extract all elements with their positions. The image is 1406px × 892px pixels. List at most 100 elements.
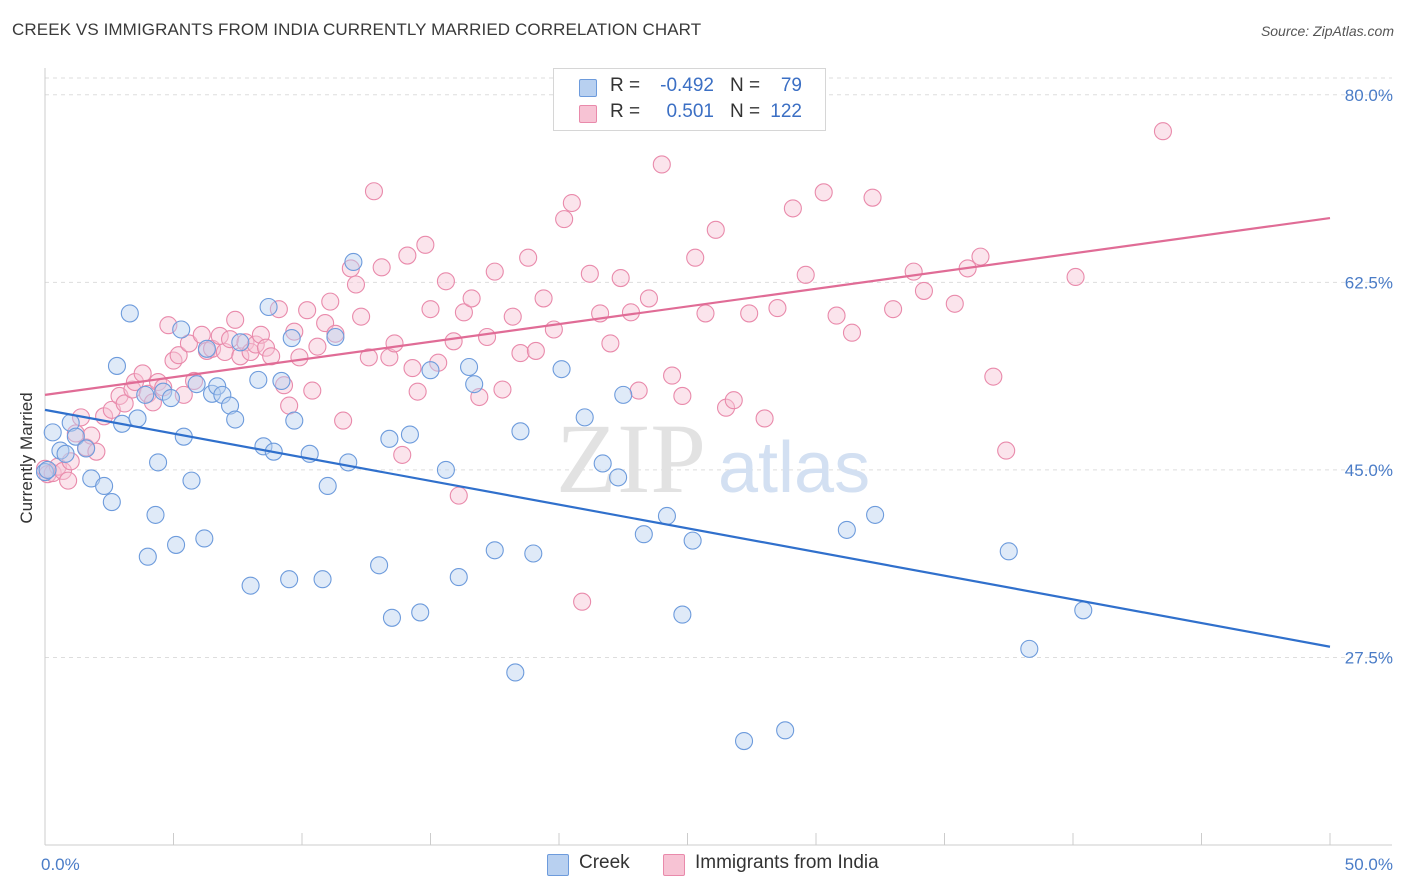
- legend-label-creek: Creek: [579, 852, 630, 873]
- creek-point: [465, 375, 484, 394]
- creek-point: [120, 304, 139, 323]
- india-point: [768, 299, 787, 318]
- source-credit: Source: ZipAtlas.com: [1260, 23, 1394, 39]
- india-point: [503, 307, 522, 326]
- series-legend: Creek Immigrants from India: [0, 852, 1406, 878]
- creek-point: [56, 444, 75, 463]
- creek-point: [220, 396, 240, 415]
- creek-point: [634, 525, 653, 544]
- legend-r-label: R =: [610, 75, 641, 96]
- creek-point: [285, 411, 304, 430]
- watermark-atlas: atlas: [718, 428, 870, 508]
- legend-r-label: R =: [610, 101, 641, 122]
- creek-point: [326, 327, 345, 347]
- india-point: [945, 294, 964, 313]
- india-point: [185, 371, 204, 390]
- trend-lines: [44, 216, 1331, 648]
- creek-point: [149, 453, 168, 472]
- creek-point: [380, 429, 399, 448]
- india-point: [164, 351, 183, 370]
- creek-point: [411, 603, 430, 622]
- creek-point: [272, 371, 291, 390]
- creek-point: [197, 339, 216, 358]
- creek-point: [400, 425, 419, 444]
- correlation-legend: R = -0.492 N = 79 R = 0.501 N = 122: [553, 68, 826, 131]
- creek-point: [107, 356, 127, 375]
- india-point: [416, 235, 435, 254]
- creek-point: [614, 385, 633, 404]
- creek-point: [280, 570, 299, 589]
- india-point: [256, 338, 276, 357]
- india-point: [359, 348, 378, 367]
- creek-point: [344, 252, 363, 272]
- creek-point: [136, 385, 155, 404]
- india-point: [179, 334, 198, 353]
- legend-swatch-india: [663, 854, 685, 876]
- india-point: [364, 182, 384, 201]
- creek-point: [837, 520, 856, 539]
- india-point: [842, 323, 862, 342]
- creek-trend-line: [44, 408, 1331, 648]
- india-point: [755, 409, 774, 428]
- legend-label-india: Immigrants from India: [695, 852, 879, 873]
- india-point: [393, 445, 412, 464]
- india-point: [696, 304, 715, 323]
- india-point: [421, 300, 440, 319]
- creek-point: [593, 454, 612, 473]
- legend-r-value: 0.501: [666, 101, 714, 122]
- india-point: [231, 347, 250, 366]
- india-point: [59, 471, 78, 490]
- creek-point: [259, 297, 278, 317]
- creek-point: [511, 422, 530, 441]
- creek-point: [776, 721, 795, 740]
- legend-swatch-creek: [547, 854, 569, 876]
- creek-point: [734, 731, 754, 751]
- y-tick-label: 45.0%: [1345, 461, 1393, 480]
- india-point: [573, 592, 592, 611]
- india-point: [290, 348, 309, 367]
- y-tick-label: 27.5%: [1345, 648, 1393, 667]
- india-point: [403, 359, 422, 378]
- india-point: [408, 382, 427, 401]
- creek-point: [226, 410, 245, 429]
- creek-point: [524, 544, 543, 563]
- india-point: [534, 289, 553, 308]
- creek-point: [436, 460, 455, 479]
- india-point: [984, 367, 1003, 386]
- creek-point: [66, 427, 85, 446]
- india-point: [904, 262, 923, 281]
- india-point: [380, 348, 399, 367]
- india-point: [321, 292, 340, 311]
- india-point: [385, 334, 404, 353]
- india-point: [611, 269, 630, 288]
- creek-point: [506, 663, 525, 682]
- creek-point: [866, 505, 885, 524]
- creek-points: [35, 252, 1093, 751]
- creek-point: [282, 329, 301, 348]
- creek-point: [673, 605, 692, 624]
- india-point: [226, 310, 245, 329]
- creek-point: [182, 471, 201, 490]
- india-point: [706, 220, 725, 239]
- india-point: [663, 366, 682, 385]
- x-tick-labels: 0.0% 50.0%: [41, 855, 1393, 874]
- legend-swatch-creek: [579, 79, 597, 97]
- india-point: [555, 210, 574, 229]
- india-point: [884, 300, 903, 319]
- india-point: [115, 394, 134, 413]
- india-point: [133, 364, 152, 383]
- creek-point: [38, 460, 57, 479]
- creek-point: [370, 556, 389, 575]
- creek-point: [999, 542, 1018, 561]
- india-point: [1066, 267, 1085, 287]
- legend-r-value: -0.492: [660, 75, 714, 96]
- india-point: [1153, 122, 1172, 141]
- creek-point: [459, 357, 479, 377]
- creek-point: [575, 408, 594, 427]
- creek-point: [382, 608, 402, 627]
- creek-point: [167, 535, 186, 554]
- india-point: [914, 281, 933, 300]
- india-point: [716, 398, 736, 417]
- watermark: ZIP atlas: [556, 403, 870, 514]
